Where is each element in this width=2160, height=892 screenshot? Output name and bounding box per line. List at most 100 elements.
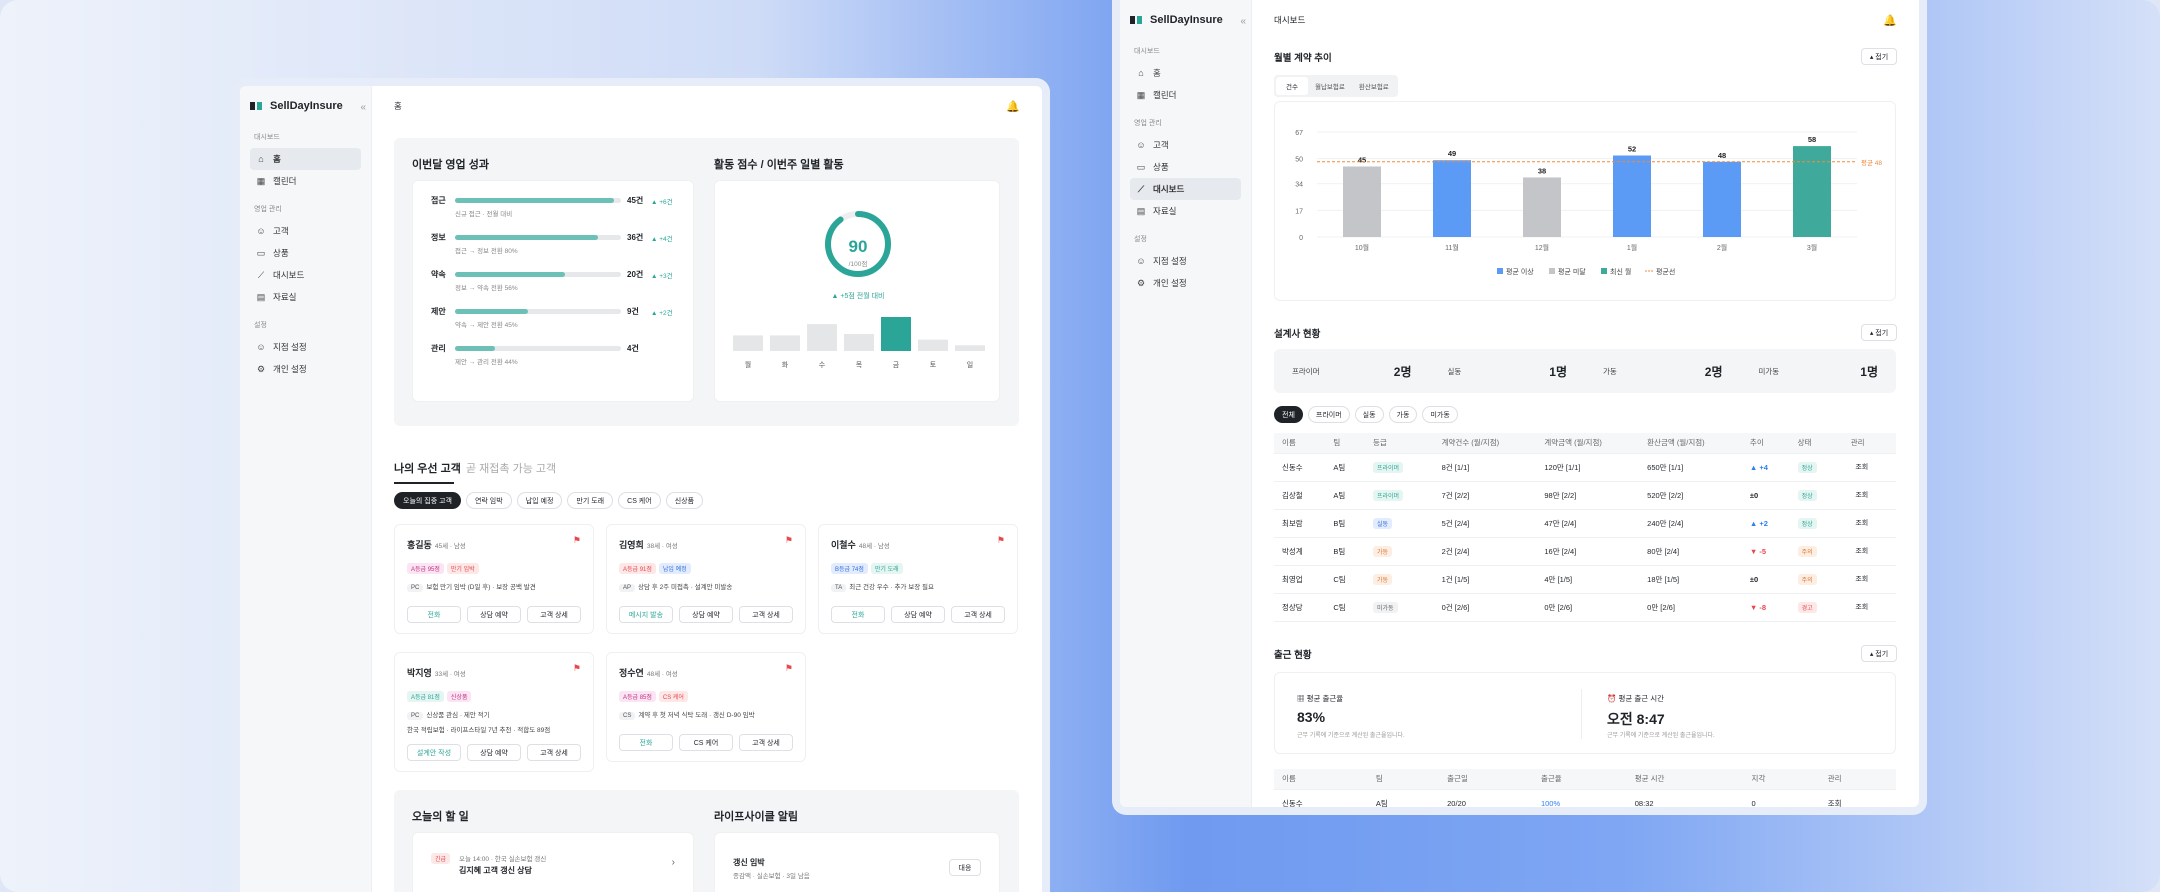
bell-icon[interactable]: 🔔 (1883, 14, 1897, 27)
view-button[interactable]: 조회 (1850, 544, 1873, 558)
customer-action-button[interactable]: 고객 상세 (527, 744, 581, 761)
cell-text: 최영업 (1282, 574, 1303, 584)
planner-filter-pill[interactable]: 전체 (1274, 406, 1303, 423)
customer-action-button[interactable]: CS 케어 (679, 734, 733, 751)
tab-recontact[interactable]: 곧 재접촉 가능 고객 (466, 463, 557, 475)
todo-card[interactable]: 긴급 오늘 14:00 · 한국 실손보험 갱신 김지혜 고객 갱신 상담 › (412, 832, 694, 892)
pin-icon[interactable]: ⚑ (572, 535, 581, 545)
bar[interactable] (1793, 146, 1831, 237)
sidebar-item-customers[interactable]: ☺ 고객 (1136, 140, 1169, 150)
sidebar-item-files[interactable]: ▤ 자료실 (256, 291, 297, 303)
customer-action-button[interactable]: 상담 예약 (467, 744, 521, 761)
customer-action-button[interactable]: 메시지 발송 (619, 606, 673, 623)
customer-action-button[interactable]: 전화 (619, 734, 673, 751)
brand-name: SellDayInsure (1150, 14, 1223, 26)
filter-pill[interactable]: 만기 도래 (567, 492, 614, 509)
view-button[interactable]: 조회 (1850, 572, 1873, 586)
filter-pill[interactable]: CS 케어 (618, 492, 661, 509)
sidebar-item-personal-settings[interactable]: ⚙ 개인 설정 (256, 363, 307, 375)
tab-priority[interactable]: 나의 우선 고객 (394, 463, 461, 475)
planner-stat-label: 실동 (1447, 366, 1462, 376)
bar[interactable] (1613, 155, 1651, 237)
customer-tag: CS 케어 (658, 691, 688, 702)
planner-filter-pill[interactable]: 미가동 (1422, 406, 1458, 423)
customer-action-button[interactable]: 고객 상세 (739, 606, 793, 623)
table-row[interactable]: 신동수 A팀 프라이머 8건 [1/1] 120만 [1/1] 650만 [1/1] ▲ +… (1274, 453, 1896, 482)
sidebar-item-products[interactable]: ▭ 상품 (256, 247, 289, 259)
summary-panel: 이번달 영업 성과 접근 45건 ▲ +6건 신규 접근 · 전월 대비 정보 36건 ▲ … (394, 138, 1019, 426)
fold-button[interactable]: ▴ 접기 (1861, 48, 1897, 65)
customer-action-button[interactable]: 상담 예약 (679, 606, 733, 623)
sidebar-item-customers[interactable]: ☺ 고객 (256, 226, 289, 236)
bar[interactable] (1523, 177, 1561, 237)
pin-icon[interactable]: ⚑ (572, 663, 581, 673)
respond-button[interactable]: 대응 (949, 859, 981, 876)
table-row[interactable]: 최영업 C팀 가동 1건 [1/5] 4만 [1/5] 18만 [1/5] ±0 주의 조회 (1274, 565, 1896, 594)
sidebar-item-dashboard[interactable]: ⟋ 대시보드 (1130, 178, 1241, 200)
sidebar-item-home[interactable]: ⌂ 홈 (1130, 62, 1241, 84)
bar[interactable] (1433, 160, 1471, 237)
filter-pill[interactable]: 신상품 (665, 492, 704, 509)
pin-icon[interactable]: ⚑ (784, 535, 793, 545)
sidebar-item-personal-settings[interactable]: ⚙ 개인 설정 (1136, 277, 1187, 289)
customer-card[interactable]: 이철수 48세 · 남성 ⚑ B등급 74점 만기 도래 TA 최근 건강 우수 · 추가 … (818, 524, 1018, 634)
sidebar-item-branch-settings[interactable]: ☺ 지점 설정 (256, 342, 307, 352)
cell-text: A팀 (1333, 462, 1346, 472)
sidebar-item-home[interactable]: ⌂ 홈 (250, 148, 361, 170)
bell-icon[interactable]: 🔔 (1006, 100, 1020, 113)
customer-action-button[interactable]: 상담 예약 (467, 606, 521, 623)
customer-action-button[interactable]: 상담 예약 (891, 606, 945, 623)
perf-delta: ▲ +4건 (651, 236, 673, 243)
filter-pill[interactable]: 납입 예정 (516, 492, 563, 509)
table-cell: 프라이머 (1364, 453, 1434, 482)
table-row[interactable]: 신동수 A팀 20/20 100% 08:32 0 조회 (1274, 789, 1896, 807)
customer-action-button[interactable]: 전화 (407, 606, 461, 623)
fold-button[interactable]: ▴ 접기 (1861, 324, 1897, 341)
sidebar-item-calendar[interactable]: ▦ 캘린더 (1136, 89, 1177, 101)
sidebar-item-calendar[interactable]: ▦ 캘린더 (256, 175, 297, 187)
customer-card[interactable]: 박지영 33세 · 여성 ⚑ A등급 81점 신상품 PC 신상품 관심 · 제안 적기 한국… (394, 652, 594, 772)
perf-bar-fill (455, 198, 615, 203)
cell-text: 1건 [1/5] (1441, 574, 1470, 584)
customer-card[interactable]: 김영희 38세 · 여성 ⚑ A등급 91점 납입 예정 AP 상담 후 2주 미접촉 · … (606, 524, 806, 634)
table-row[interactable]: 박성계 B팀 가동 2건 [2/4] 16만 [2/4] 80만 [2/4] ▼ -5 주의 조… (1274, 537, 1896, 566)
view-button[interactable]: 조회 (1850, 488, 1873, 502)
planner-filter-pill[interactable]: 프라이머 (1307, 406, 1350, 423)
fold-button[interactable]: ▴ 접기 (1861, 645, 1897, 662)
customer-action-button[interactable]: 고객 상세 (951, 606, 1005, 623)
collapse-icon[interactable]: « (360, 102, 366, 113)
sidebar-item-branch-settings[interactable]: ☺ 지점 설정 (1136, 256, 1187, 266)
filter-pill[interactable]: 연락 임박 (465, 492, 512, 509)
grade-badge: 미가동 (1372, 601, 1398, 613)
collapse-icon[interactable]: « (1240, 16, 1246, 27)
sidebar-item-dashboard[interactable]: ⟋ 대시보드 (257, 269, 305, 281)
activity-card: 월 화 수 목 금 토 일 90 /100점 ▲ +5점 전월 대비 (714, 180, 1000, 402)
customer-note-row: TA 최근 건강 우수 · 추가 보장 필요 (831, 581, 1005, 592)
customer-action-button[interactable]: 고객 상세 (739, 734, 793, 751)
customer-action-button[interactable]: 전화 (831, 606, 885, 623)
table-row[interactable]: 최보람 B팀 실동 5건 [2/4] 47만 [2/4] 240만 [2/4] ▲ +2 정상… (1274, 509, 1896, 538)
view-button[interactable]: 조회 (1850, 516, 1873, 530)
chart-tab-converted[interactable]: 환산보험료 (1358, 84, 1389, 91)
cell-text: 2건 [2/4] (1441, 546, 1470, 556)
planner-filter-pill[interactable]: 실동 (1354, 406, 1384, 423)
cell-text: 0만 [2/6] (1544, 602, 1573, 612)
table-row[interactable]: 김상철 A팀 프라이머 7건 [2/2] 98만 [2/2] 520만 [2/2] ±0 정상… (1274, 481, 1896, 510)
chart-tab-monthly[interactable]: 월납보험료 (1314, 84, 1345, 91)
chart-tab-count[interactable]: 건수 (1276, 77, 1308, 95)
bar[interactable] (1703, 161, 1741, 237)
customer-action-button[interactable]: 고객 상세 (527, 606, 581, 623)
pin-icon[interactable]: ⚑ (784, 663, 793, 673)
view-button[interactable]: 조회 (1850, 600, 1873, 614)
table-row[interactable]: 정상당 C팀 미가동 0건 [2/6] 0만 [2/6] 0만 [2/6] ▼ -8 경고 조회 (1274, 593, 1896, 622)
planner-filter-pill[interactable]: 가동 (1388, 406, 1418, 423)
sidebar-item-files[interactable]: ▤ 자료실 (1136, 205, 1177, 217)
customer-action-button[interactable]: 설계안 작성 (407, 744, 461, 761)
pin-icon[interactable]: ⚑ (996, 535, 1005, 545)
bar[interactable] (1343, 166, 1381, 237)
filter-pill[interactable]: 오늘의 집중 고객 (394, 492, 461, 509)
customer-card[interactable]: 정수연 48세 · 여성 ⚑ A등급 85점 CS 케어 CS 계약 후 첫 저녁 식탁 도… (606, 652, 806, 762)
view-button[interactable]: 조회 (1850, 460, 1873, 474)
sidebar-item-products[interactable]: ▭ 상품 (1136, 161, 1169, 173)
customer-card[interactable]: 홍길동 45세 · 남성 ⚑ A등급 95점 만기 임박 PC 보험 만기 임박 (D일 후… (394, 524, 594, 634)
